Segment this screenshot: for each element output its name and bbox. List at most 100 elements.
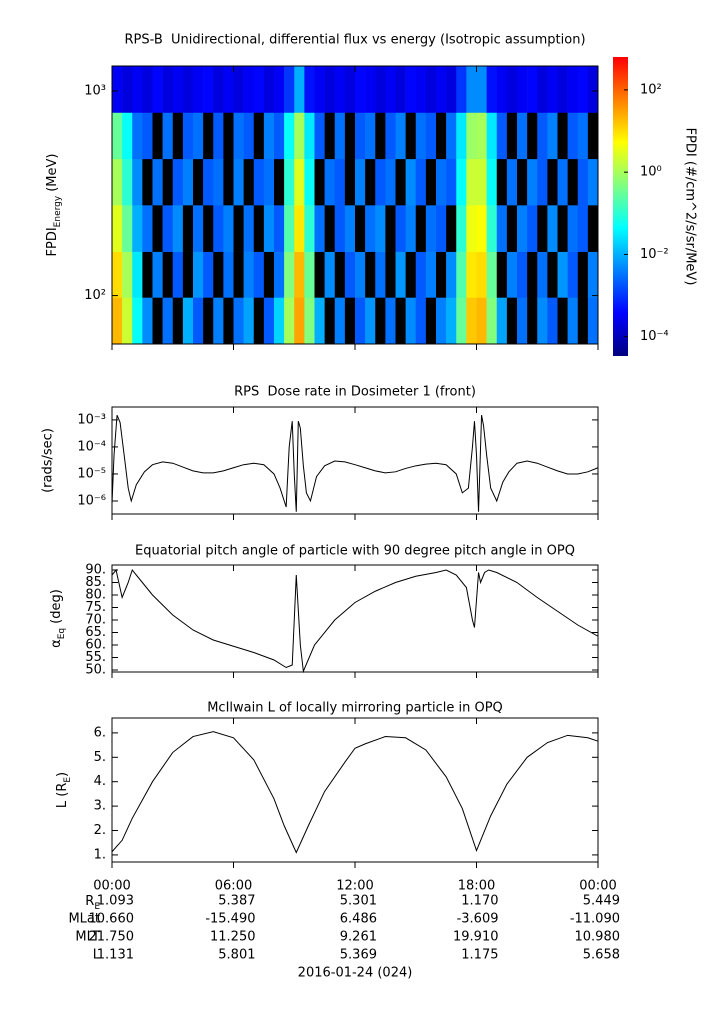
heatmap-cell [425,66,437,113]
heatmap-cell [243,297,255,345]
heatmap-cell [193,66,204,113]
heatmap-cell [253,297,265,345]
heatmap-cell [344,158,356,206]
heatmap-cell [405,251,417,298]
heatmap-cell [436,112,447,160]
heatmap-cell [385,158,396,206]
heatmap-cell [496,251,508,298]
heatmap-cell [395,66,406,113]
heatmap-cell [112,112,123,160]
y-tick-label: 75. [85,600,106,615]
y-tick-label: 90. [85,563,106,578]
ephemeris-value: 5.387 [218,894,255,909]
ephemeris-value: 9.261 [340,930,377,945]
ephemeris-value: 1.175 [461,948,498,963]
heatmap-cell [112,297,123,345]
heatmap-cell [365,66,376,113]
heatmap-cell [263,66,275,113]
heatmap-cell [466,205,477,252]
row-label: MLT [75,930,100,945]
y-tick-label: 10⁻⁴ [77,439,106,454]
heatmap-cell [193,297,204,345]
heatmap-cell [243,112,255,160]
heatmap-cell [203,297,214,345]
heatmap-cell [162,297,174,345]
heatmap-cell [233,297,244,345]
heatmap-cell [395,205,406,252]
heatmap-cell [567,112,579,160]
heatmap-cell [547,251,558,298]
y-tick-label: 60. [85,638,106,653]
heatmap-cell [324,158,336,206]
heatmap-cell [314,112,325,160]
heatmap-cell [527,158,538,206]
heatmap-cell [334,205,346,252]
row-label: L [93,948,101,963]
heatmap-cell [223,112,234,160]
heatmap-cell [314,66,325,113]
heatmap-cell [517,297,528,345]
heatmap-cell [142,205,153,252]
heatmap-cell [567,205,579,252]
heatmap-cell [415,158,427,206]
heatmap-cell [446,205,457,252]
y-axis-label: αEq (deg) [49,589,67,648]
heatmap-cell [142,66,153,113]
heatmap-cell [506,66,518,113]
heatmap-cell [122,66,133,113]
heatmap-cell [557,112,568,160]
colorbar-tick-label: 10⁰ [640,165,662,180]
y-tick-label: 2. [94,823,106,838]
heatmap-cell [425,112,437,160]
colorbar-tick-label: 10⁻⁴ [640,329,669,344]
heatmap-cell [496,297,508,345]
heatmap-cell [476,158,487,206]
heatmap-cell [456,251,467,298]
heatmap-cell [436,66,447,113]
heatmap-cell [284,297,295,345]
heatmap-cell [436,205,447,252]
heatmap-cell [344,112,356,160]
heatmap-cell [284,205,295,252]
ephemeris-value: -15.490 [205,912,255,927]
heatmap-cell [446,297,457,345]
heatmap-cell [152,66,163,113]
date-label: 2016-01-24 (024) [298,966,413,981]
ephemeris-value: 5.658 [583,948,620,963]
y-tick-label: 85. [85,575,106,590]
heatmap-cell [213,112,224,160]
heatmap-cell [436,158,447,206]
heatmap-cell [122,297,133,345]
heatmap-cell [233,158,244,206]
heatmap-cell [162,158,174,206]
label-text: R [85,894,94,909]
heatmap-cell [395,112,406,160]
heatmap-cell [476,297,487,345]
heatmap-cell [385,251,396,298]
heatmap-cell [496,66,508,113]
plot-frame [111,406,599,515]
colorbar [613,57,628,356]
heatmap-cell [182,205,194,252]
heatmap-cell [385,112,396,160]
heatmap-cell [506,297,518,345]
plot-frame [111,717,599,863]
heatmap-cell [142,112,153,160]
heatmap-cell [263,251,275,298]
heatmap-cell [395,251,406,298]
heatmap-cell [223,205,234,252]
heatmap-cell [162,251,174,298]
heatmap-cell [334,66,346,113]
heatmap-cell [334,297,346,345]
heatmap-cell [203,158,214,206]
heatmap-cell [314,297,325,345]
heatmap-cell [203,205,214,252]
heatmap-cell [253,251,265,298]
heatmap-cell [243,158,255,206]
heatmap-cell [405,205,417,252]
heatmap-cell [284,112,295,160]
y-tick-label: 50. [85,663,106,678]
heatmap-cell [496,158,508,206]
heatmap-cell [355,297,366,345]
heatmap-cell [395,297,406,345]
